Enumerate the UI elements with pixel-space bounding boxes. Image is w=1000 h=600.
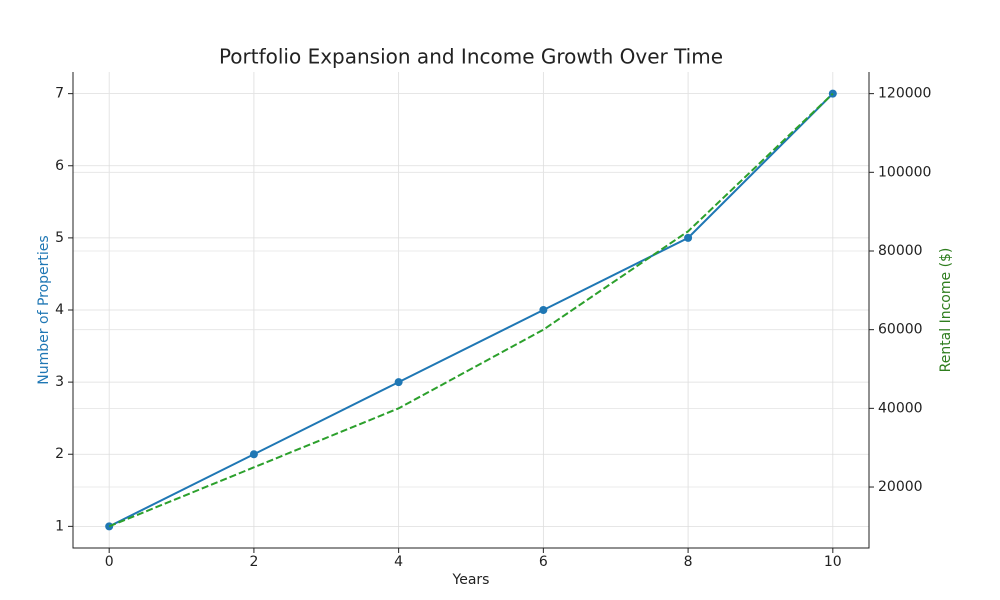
- series-line: [108, 92, 834, 528]
- x-tick-label: 8: [684, 554, 693, 570]
- point: [539, 306, 548, 314]
- point: [394, 378, 403, 387]
- y2-tick-label: 100000: [878, 164, 931, 180]
- y-tick-label: 3: [55, 374, 64, 390]
- x-tick-label: 10: [824, 554, 842, 570]
- y-axis-label: Number of Properties: [36, 235, 52, 384]
- x-tick-label: 0: [105, 554, 114, 570]
- x-tick-label: 6: [539, 554, 548, 570]
- point: [684, 233, 693, 242]
- y2-tick-label: 120000: [878, 86, 931, 102]
- y-tick-label: 2: [55, 446, 64, 462]
- y-tick-label: 5: [55, 230, 64, 246]
- axes-frame: [72, 72, 870, 549]
- x-axis-label: Years: [452, 572, 490, 588]
- y2-tick-label: 20000: [878, 479, 923, 495]
- y2-tick-label: 80000: [878, 243, 923, 259]
- chart-title: Portfolio Expansion and Income Growth Ov…: [219, 45, 723, 69]
- x-tick-label: 2: [249, 554, 258, 570]
- series-line: [108, 92, 834, 528]
- y-tick-label: 7: [55, 86, 64, 102]
- y2-tick-label: 40000: [878, 400, 923, 416]
- y-tick-label: 6: [55, 158, 64, 174]
- y2-axis-label: Rental Income ($): [938, 248, 954, 373]
- point: [249, 450, 258, 459]
- y2-tick-label: 60000: [878, 322, 923, 338]
- y-tick-label: 4: [55, 302, 64, 318]
- y-tick-label: 1: [55, 518, 64, 534]
- x-tick-label: 4: [394, 554, 403, 570]
